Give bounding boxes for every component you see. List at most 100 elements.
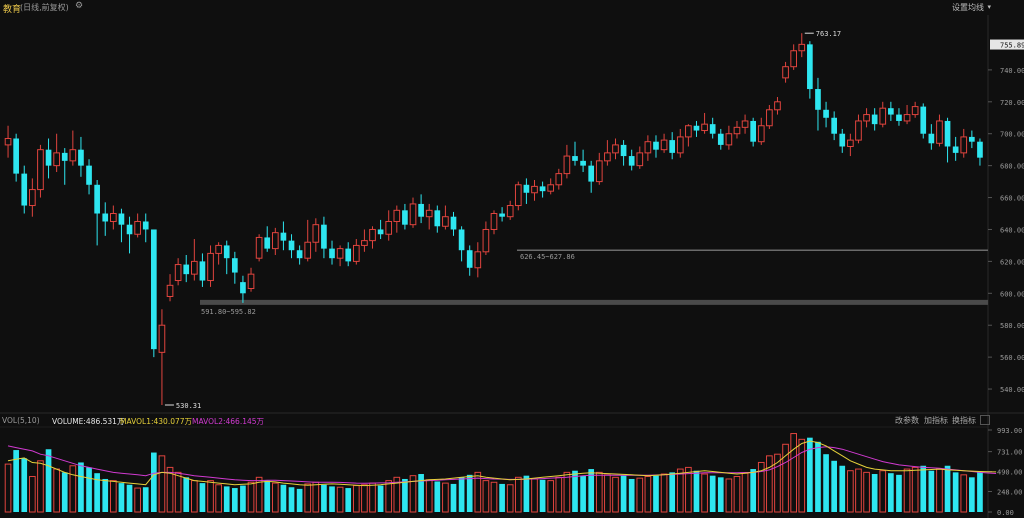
volume-bar xyxy=(166,466,174,513)
volume-bar xyxy=(288,487,295,512)
volume-bar xyxy=(782,443,789,513)
chart-header: 教育 (日线,前复权) ⚙ 设置均线 ▾ xyxy=(0,0,1024,16)
volume-bar xyxy=(871,474,878,512)
candle-body xyxy=(110,213,117,222)
switch-indicator-button[interactable]: 换指标 xyxy=(952,416,976,425)
current-price-box xyxy=(990,39,1024,50)
volume-bar xyxy=(798,438,806,513)
candle-body xyxy=(539,186,546,192)
candle-body xyxy=(409,203,417,226)
candle-body xyxy=(636,152,644,167)
volume-indicator-title: VOL(5,10) xyxy=(2,416,40,425)
add-indicator-button[interactable]: 加指标 xyxy=(924,416,948,425)
candle-body xyxy=(336,248,344,259)
volume-bar xyxy=(418,474,424,512)
candle-body xyxy=(271,232,279,250)
candle-body xyxy=(977,141,983,158)
candle-body xyxy=(418,203,424,217)
volume-bar xyxy=(580,475,586,512)
volume-bar xyxy=(831,460,837,512)
volume-bar xyxy=(215,484,222,513)
price-tick-label: 720.00 xyxy=(1000,99,1024,107)
volume-bar xyxy=(644,475,652,513)
candle-body xyxy=(126,224,133,235)
candle-body xyxy=(442,216,449,227)
volume-bar xyxy=(369,482,376,513)
volume-bar xyxy=(855,468,862,513)
volume-tick-label: 993.00 xyxy=(997,427,1022,435)
candle-body xyxy=(345,248,352,262)
candle-body xyxy=(531,185,538,194)
candle-body xyxy=(831,117,837,134)
candle-body xyxy=(199,261,206,281)
volume-bar xyxy=(539,479,546,512)
candle-body xyxy=(86,165,92,185)
volume-bar xyxy=(352,485,360,513)
candle-body xyxy=(523,184,530,193)
volume-bar xyxy=(271,482,279,513)
volume-bar xyxy=(312,481,320,513)
volume-bar xyxy=(725,478,733,513)
candle-body xyxy=(888,108,894,115)
price-tick-label: 740.00 xyxy=(1000,67,1024,75)
volume-bar xyxy=(45,449,52,512)
volume-bar xyxy=(620,475,627,512)
close-indicator-icon[interactable] xyxy=(980,415,990,425)
chart-period-label: (日线,前复权) xyxy=(20,3,69,12)
candle-body xyxy=(660,139,668,151)
price-tick-label: 700.00 xyxy=(1000,131,1024,139)
candle-body xyxy=(612,144,619,154)
volume-bar xyxy=(572,470,578,512)
candle-body xyxy=(733,126,741,135)
volume-bar xyxy=(442,482,449,513)
change-params-button[interactable]: 改参数 xyxy=(895,416,919,425)
candle-body xyxy=(879,107,887,125)
volume-bar xyxy=(425,479,433,513)
candle-body xyxy=(393,209,401,222)
candle-body xyxy=(329,248,335,259)
candle-body xyxy=(847,139,854,147)
candle-body xyxy=(264,237,271,249)
candle-body xyxy=(725,133,733,146)
volume-bar xyxy=(53,468,60,513)
volume-bar xyxy=(653,475,659,512)
volume-bar xyxy=(296,488,303,512)
candle-body xyxy=(474,251,482,269)
candle-body xyxy=(896,114,902,121)
settings-gear-icon[interactable]: ⚙ xyxy=(75,1,84,11)
candle-body xyxy=(377,229,384,235)
volume-bar xyxy=(329,486,335,512)
volume-bar xyxy=(86,467,92,512)
candle-body xyxy=(231,258,238,273)
volume-bar xyxy=(4,463,12,513)
volume-bar xyxy=(960,474,968,513)
candle-body xyxy=(321,224,327,249)
candle-body xyxy=(102,213,109,222)
volume-bar xyxy=(61,472,68,512)
volume-tick-label: 248.00 xyxy=(997,489,1022,497)
candle-body xyxy=(757,125,765,143)
candle-body xyxy=(369,228,376,242)
volume-bar xyxy=(514,476,522,513)
price-tick-label: 600.00 xyxy=(1000,290,1024,298)
volume-bar xyxy=(928,470,935,512)
volume-bar xyxy=(231,488,238,512)
chevron-down-icon[interactable]: ▾ xyxy=(987,3,991,11)
volume-bar xyxy=(531,478,538,513)
candle-body xyxy=(563,155,571,175)
volume-bar xyxy=(766,455,773,513)
volume-bar xyxy=(13,450,19,512)
set-moving-average-button[interactable]: 设置均线 xyxy=(952,3,984,12)
candle-body xyxy=(361,240,368,246)
volume-tick-label: 731.00 xyxy=(997,449,1022,457)
price-tick-label: 755.89 xyxy=(1000,42,1024,50)
candle-body xyxy=(855,120,862,141)
volume-bar xyxy=(247,481,255,513)
candle-body xyxy=(223,245,230,259)
stock-name: 教育 xyxy=(3,5,22,15)
candle-body xyxy=(21,173,28,206)
volume-bar xyxy=(393,476,401,513)
volume-bar xyxy=(774,453,781,513)
candle-body xyxy=(215,244,222,254)
